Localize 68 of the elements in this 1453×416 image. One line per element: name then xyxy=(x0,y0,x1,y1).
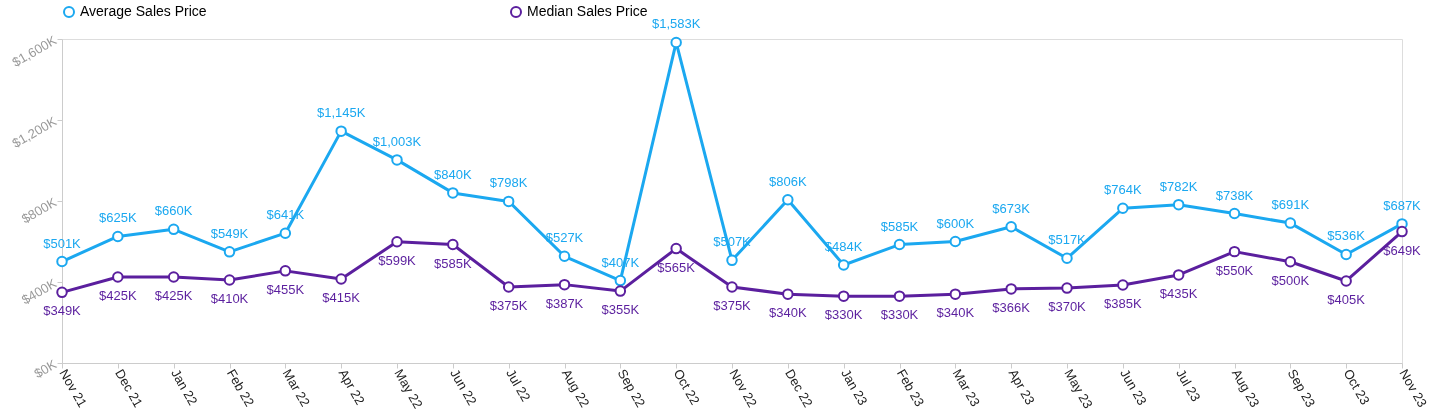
x-tick-label: Apr 22 xyxy=(335,366,368,408)
data-label: $455K xyxy=(266,281,305,297)
data-label: $349K xyxy=(43,303,82,319)
data-label: $375K xyxy=(489,298,528,314)
data-label: $355K xyxy=(601,302,640,318)
x-tick-label: Aug 22 xyxy=(558,366,593,410)
x-tick-label: Feb 22 xyxy=(223,366,258,410)
data-label: $415K xyxy=(322,289,361,305)
x-tick-label: Jun 23 xyxy=(1117,366,1150,408)
data-label: $527K xyxy=(545,230,584,246)
x-tick-label: Oct 23 xyxy=(1340,366,1373,408)
data-label: $340K xyxy=(936,305,975,321)
data-label: $585K xyxy=(880,218,919,234)
legend-label: Average Sales Price xyxy=(80,3,207,19)
data-label: $798K xyxy=(489,175,528,191)
data-label: $387K xyxy=(545,295,584,311)
data-label: $330K xyxy=(880,307,919,323)
x-tick-label: Feb 23 xyxy=(893,366,928,410)
data-label: $585K xyxy=(434,255,472,271)
data-label: $738K xyxy=(1215,187,1254,203)
data-label: $565K xyxy=(657,259,696,275)
data-label: $782K xyxy=(1159,178,1198,194)
data-label: $1,003K xyxy=(372,133,422,149)
x-tick-label: Jan 23 xyxy=(838,366,871,408)
data-label: $599K xyxy=(378,252,417,268)
x-tick-label: Jul 23 xyxy=(1173,366,1204,405)
x-tick-label: Jul 22 xyxy=(503,366,534,405)
data-label: $764K xyxy=(1104,182,1142,198)
x-tick-label: Jan 22 xyxy=(168,366,201,408)
data-label: $625K xyxy=(99,210,137,226)
data-label: $1,583K xyxy=(651,16,701,32)
data-label: $405K xyxy=(1327,291,1366,307)
data-label: $330K xyxy=(824,307,863,323)
data-label: $500K xyxy=(1271,272,1310,288)
data-label: $410K xyxy=(210,290,249,306)
data-label: $600K xyxy=(936,215,975,231)
data-label: $673K xyxy=(992,200,1031,216)
x-tick-label: Sep 23 xyxy=(1284,366,1319,410)
data-label: $649K xyxy=(1383,242,1422,258)
data-label: $687K xyxy=(1383,197,1422,213)
x-tick-label: Nov 23 xyxy=(1396,366,1431,410)
x-tick-label: Mar 23 xyxy=(949,366,983,410)
data-label: $340K xyxy=(769,305,807,321)
data-label: $425K xyxy=(99,287,137,303)
data-label: $370K xyxy=(1048,299,1087,315)
data-label: $517K xyxy=(1048,232,1087,248)
x-tick-label: Aug 23 xyxy=(1228,366,1263,410)
x-tick-label: Apr 23 xyxy=(1005,366,1038,408)
data-label: $366K xyxy=(992,299,1031,315)
data-label: $550K xyxy=(1215,262,1254,278)
data-label: $840K xyxy=(434,166,472,182)
x-tick-label: Jun 22 xyxy=(447,366,480,408)
data-label: $1,145K xyxy=(316,105,366,121)
data-label: $660K xyxy=(154,203,193,219)
data-label: $691K xyxy=(1271,197,1310,213)
data-label: $536K xyxy=(1327,228,1366,244)
data-label: $806K xyxy=(769,173,807,189)
x-tick-label: Sep 22 xyxy=(614,366,649,410)
data-label: $549K xyxy=(210,225,249,241)
data-label: $501K xyxy=(43,235,82,251)
x-tick-label: Mar 22 xyxy=(279,366,313,410)
data-label: $385K xyxy=(1104,296,1142,312)
legend-label: Median Sales Price xyxy=(527,3,648,19)
data-label: $435K xyxy=(1159,285,1198,301)
data-label: $425K xyxy=(154,287,193,303)
data-label: $375K xyxy=(713,298,752,314)
x-tick-label: Nov 22 xyxy=(726,366,761,410)
x-tick-label: Oct 22 xyxy=(670,366,703,408)
